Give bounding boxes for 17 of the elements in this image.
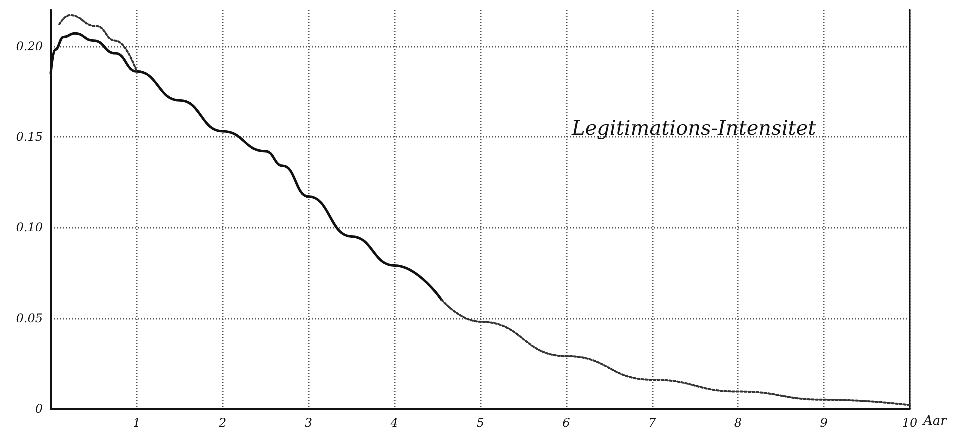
x-tick-label: 2 bbox=[218, 416, 227, 430]
y-tick-label: 0 bbox=[35, 402, 44, 416]
y-tick-label: 0.05 bbox=[16, 311, 43, 326]
text: Legitimations-Intensitet bbox=[571, 116, 818, 140]
y-tick-label: 0.15 bbox=[16, 130, 43, 144]
y-tick-label: 0.10 bbox=[16, 220, 44, 235]
x-tick-label: 1 bbox=[133, 416, 141, 430]
x-tick-label: 10 bbox=[902, 416, 918, 430]
x-tick-label: 9 bbox=[820, 416, 828, 430]
x-tick-label: 7 bbox=[648, 416, 656, 430]
y-tick-label: 0.20 bbox=[16, 39, 44, 54]
x-tick-label: 6 bbox=[562, 416, 571, 430]
x-axis-title: Aar bbox=[922, 414, 948, 429]
x-tick-label: 4 bbox=[390, 416, 398, 430]
x-tick-label: 5 bbox=[476, 416, 484, 430]
x-tick-label: 8 bbox=[734, 416, 742, 430]
x-tick-label: 3 bbox=[304, 416, 313, 430]
